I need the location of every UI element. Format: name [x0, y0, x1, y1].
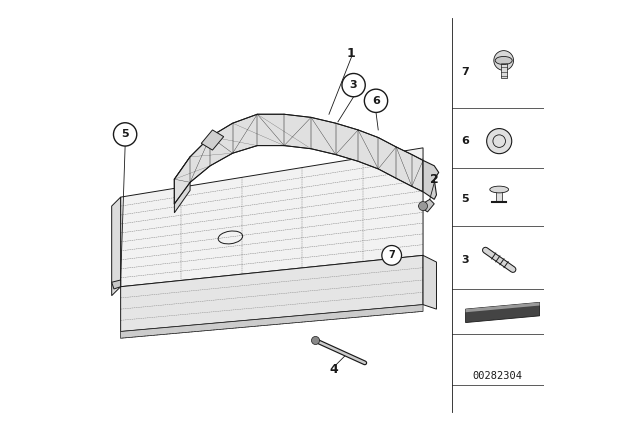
Text: 7: 7: [461, 67, 469, 77]
Polygon shape: [174, 157, 190, 213]
Polygon shape: [121, 305, 423, 338]
Circle shape: [364, 89, 388, 112]
Ellipse shape: [495, 56, 512, 65]
Bar: [500, 58, 507, 78]
Ellipse shape: [488, 134, 511, 141]
Polygon shape: [423, 255, 436, 309]
Polygon shape: [121, 255, 423, 332]
Polygon shape: [174, 114, 423, 204]
Polygon shape: [121, 148, 423, 287]
Polygon shape: [202, 130, 224, 150]
Polygon shape: [466, 302, 540, 312]
Text: 6: 6: [461, 136, 469, 146]
Circle shape: [382, 246, 401, 265]
Text: 5: 5: [461, 194, 468, 204]
Text: 1: 1: [347, 47, 356, 60]
Polygon shape: [112, 280, 121, 289]
Circle shape: [312, 336, 319, 345]
Polygon shape: [419, 199, 435, 212]
Polygon shape: [466, 302, 540, 323]
Polygon shape: [423, 160, 439, 199]
Circle shape: [494, 51, 513, 70]
Text: 3: 3: [350, 80, 357, 90]
Text: 3: 3: [461, 255, 468, 265]
Circle shape: [342, 73, 365, 97]
Text: 4: 4: [329, 363, 338, 376]
Text: 00282304: 00282304: [472, 371, 522, 381]
Circle shape: [419, 202, 428, 211]
Text: 6: 6: [372, 96, 380, 106]
Bar: [496, 189, 502, 202]
Text: 7: 7: [388, 250, 395, 260]
Text: 5: 5: [122, 129, 129, 139]
Text: 2: 2: [430, 172, 438, 186]
Ellipse shape: [490, 186, 509, 193]
Circle shape: [486, 129, 512, 154]
Polygon shape: [112, 197, 121, 296]
Circle shape: [113, 123, 137, 146]
